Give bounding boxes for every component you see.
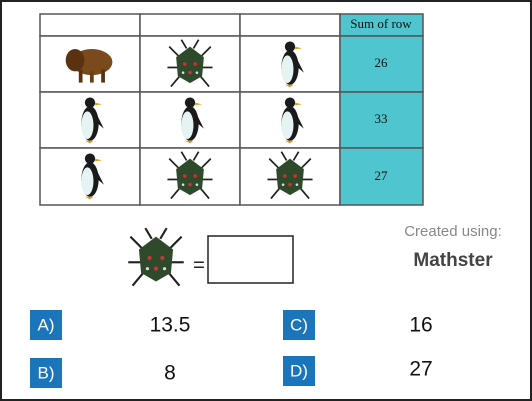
option-badge[interactable] (30, 358, 62, 388)
row-sum: 26 (375, 55, 389, 70)
option-label[interactable]: A) (38, 315, 55, 334)
option-badge[interactable] (283, 310, 315, 340)
credit-text: Created using: (404, 223, 502, 240)
sum-header: Sum of row (350, 16, 412, 31)
question: = (127, 227, 294, 287)
option-label[interactable]: D) (290, 361, 308, 380)
option-badge[interactable] (283, 356, 315, 386)
row-sum: 33 (375, 111, 388, 126)
option-value[interactable]: 16 (409, 314, 432, 337)
option-value[interactable]: 8 (164, 362, 176, 385)
puzzle-table: Sum of row 26 33 27 (39, 13, 424, 206)
option-label[interactable]: B) (38, 363, 55, 382)
options: A) 13.5 B) 8 C) 16 D) 27 (30, 310, 433, 388)
equals-sign: = (193, 254, 205, 276)
row-sum: 27 (375, 168, 389, 183)
mathster-logo: Mathster (413, 250, 493, 271)
answer-box[interactable] (207, 235, 294, 284)
option-badge[interactable] (30, 310, 62, 340)
option-label[interactable]: C) (290, 315, 308, 334)
option-value[interactable]: 13.5 (150, 314, 191, 337)
option-value[interactable]: 27 (409, 358, 432, 381)
